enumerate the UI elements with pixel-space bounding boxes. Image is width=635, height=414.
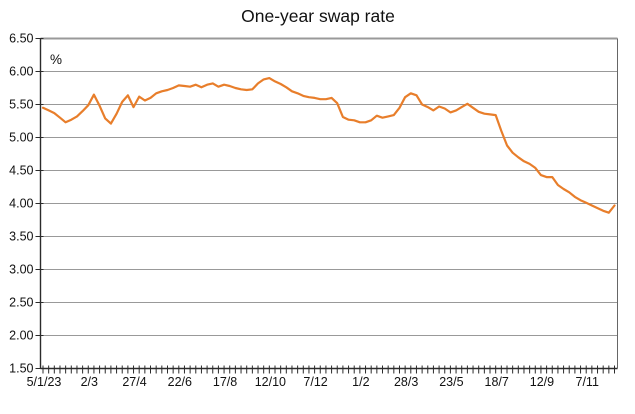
y-tick-label: 5.50	[9, 98, 33, 112]
chart-title: One-year swap rate	[241, 6, 395, 26]
x-tick-label: 7/12	[303, 375, 327, 389]
y-tick-label: 4.00	[9, 197, 33, 211]
y-tick-label: 4.50	[9, 164, 33, 178]
x-tick-label: 17/8	[213, 375, 237, 389]
x-tick-label: 27/4	[122, 375, 146, 389]
y-tick-label: 3.50	[9, 230, 33, 244]
x-tick-label: 18/7	[485, 375, 509, 389]
x-tick-label: 12/9	[530, 375, 554, 389]
x-tick-label: 5/1/23	[27, 375, 62, 389]
y-tick-label: 2.50	[9, 296, 33, 310]
y-tick-label: 5.00	[9, 131, 33, 145]
plot-area: 6.50 6.00 5.50 5.00 4.50 4.00 3.50 3.00 2.50 2.00…	[9, 32, 618, 389]
x-tick-label: 2/3	[81, 375, 98, 389]
x-tick-label: 1/2	[352, 375, 369, 389]
x-tick-label: 12/10	[255, 375, 286, 389]
y-axis-unit-label: %	[50, 52, 62, 67]
swap-rate-line	[41, 76, 616, 214]
y-tick-label: 2.00	[9, 329, 33, 343]
y-tick-label: 1.50	[9, 362, 33, 376]
y-tick-label: 3.00	[9, 263, 33, 277]
x-tick-label: 22/6	[168, 375, 192, 389]
y-tick-label: 6.00	[9, 65, 33, 79]
y-tick-label: 6.50	[9, 32, 33, 46]
x-tick-label: 23/5	[439, 375, 463, 389]
x-tick-label: 7/11	[576, 375, 599, 389]
x-tick-label: 28/3	[394, 375, 418, 389]
